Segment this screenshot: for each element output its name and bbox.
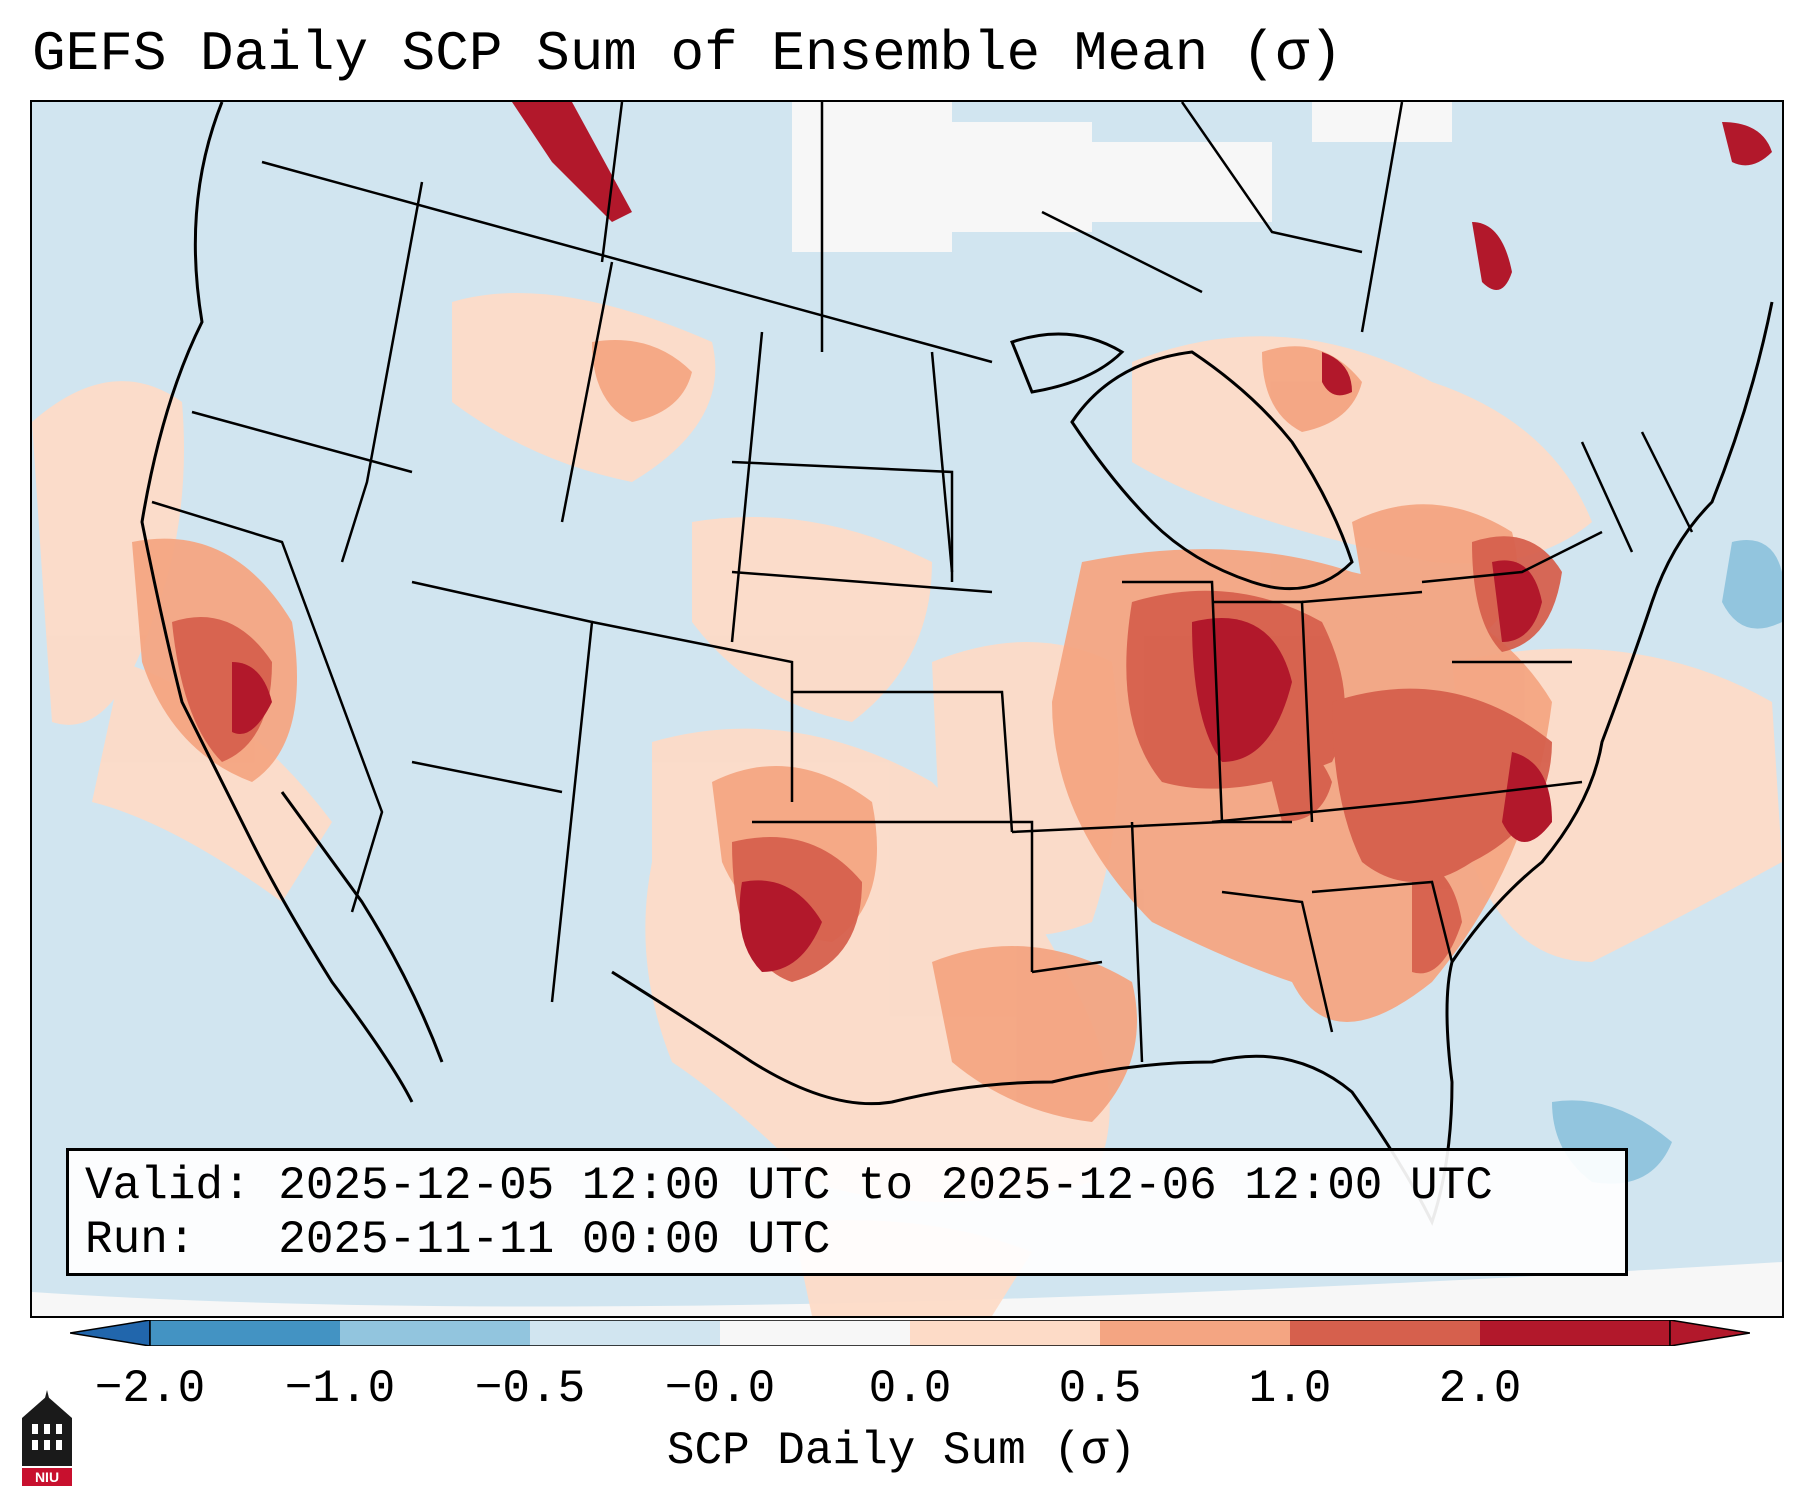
colorbar-label: SCP Daily Sum (σ) [666, 1425, 1137, 1477]
map-title: GEFS Daily SCP Sum of Ensemble Mean (σ) [32, 22, 1343, 86]
map-panel[interactable] [30, 100, 1784, 1318]
anomaly-high-positive [172, 536, 1562, 982]
anomaly-extreme-positive [232, 102, 1772, 972]
colorbar-tick-label: −0.5 [474, 1363, 586, 1415]
colorbar-tick-label: 0.0 [868, 1363, 952, 1415]
colorbar-extend-low [70, 1320, 151, 1346]
colorbar [70, 1320, 1750, 1346]
neutral-region [32, 102, 1782, 1316]
colorbar-bins [149, 1320, 1671, 1346]
colorbar-tick-label: −2.0 [94, 1363, 206, 1415]
colorbar-bin [1480, 1320, 1671, 1346]
colorbar-bin [720, 1320, 911, 1346]
colorbar-tick-label: 0.5 [1058, 1363, 1142, 1415]
colorbar-bin [1290, 1320, 1481, 1346]
colorbar-bin [910, 1320, 1101, 1346]
valid-time: Valid: 2025-12-05 12:00 UTC to 2025-12-0… [85, 1160, 1493, 1212]
colorbar-bin [1100, 1320, 1291, 1346]
colorbar-bin [150, 1320, 341, 1346]
validity-info-box: Valid: 2025-12-05 12:00 UTC to 2025-12-0… [66, 1148, 1628, 1276]
colorbar-bin [530, 1320, 721, 1346]
colorbar-tick-label: −0.0 [664, 1363, 776, 1415]
colorbar-extend-high [1669, 1320, 1750, 1346]
colorbar-tick-label: −1.0 [284, 1363, 396, 1415]
niu-logo-text: NIU [35, 1469, 59, 1485]
niu-logo: NIU [22, 1390, 72, 1486]
map-canvas [32, 102, 1782, 1316]
state-borders [151, 102, 1694, 1063]
run-time: Run: 2025-11-11 00:00 UTC [85, 1214, 831, 1266]
colorbar-tick-label: 2.0 [1438, 1363, 1522, 1415]
colorbar-tick-label: 1.0 [1248, 1363, 1332, 1415]
colorbar-bin [340, 1320, 531, 1346]
